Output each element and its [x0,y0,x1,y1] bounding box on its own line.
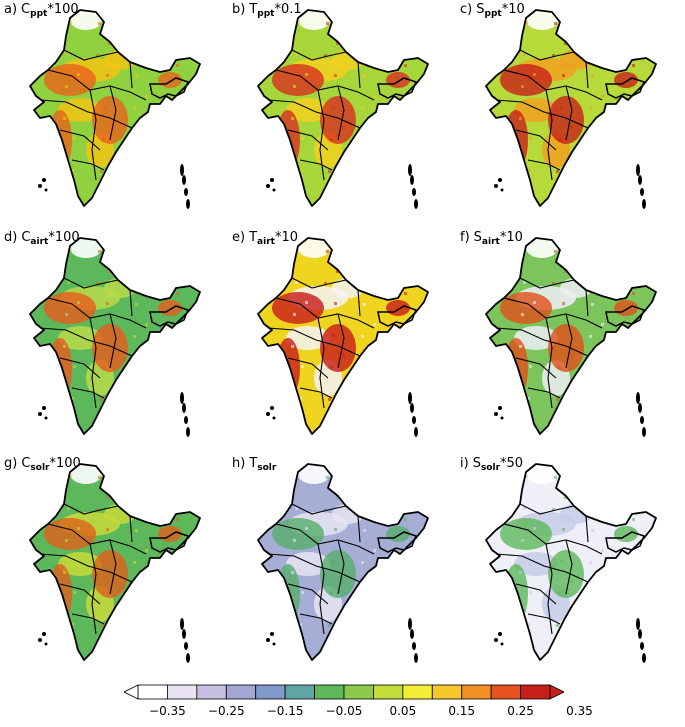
panel-title: e) Tairt*10 [232,230,298,247]
map-panel: e) Tairt*10 [228,228,456,458]
panel-subscript: airt [257,237,275,247]
map-panel: i) Ssolr*50 [456,454,684,684]
map-panel: d) Cairt*100 [0,228,228,458]
map-panel: h) Tsolr [228,454,456,684]
map-panel: a) Cppt*100 [0,0,228,230]
panel-variable: S [476,2,485,17]
panel-variable: C [21,230,31,245]
panel-variable: T [249,230,258,245]
panel-letter: c) [460,2,473,17]
colorbar-scale [123,684,565,700]
panel-title: h) Tsolr [232,456,276,473]
colorbar-max-arrow [549,684,565,700]
colorbar-tick-label: −0.15 [266,704,304,718]
panel-variable: C [21,2,31,17]
panel-subscript: airt [481,237,500,247]
india-map [485,9,657,209]
map-panel: b) Tppt*0.1 [228,0,456,230]
colorbar-segment [520,684,551,700]
india-map [485,463,657,663]
panel-subscript: solr [480,463,501,473]
panel-variable: T [249,456,258,471]
colorbar-segment [431,684,463,700]
panel-scale: *100 [48,230,80,245]
india-map [257,9,429,209]
colorbar-segment [373,684,404,700]
panel-scale: *10 [274,230,298,245]
panel-variable: T [249,2,258,17]
panel-subscript: ppt [30,9,48,19]
colorbar-tick-label: −0.25 [207,704,245,718]
colorbar-segment [137,684,168,700]
panel-variable: S [472,456,481,471]
map-panel: g) Csolr*100 [0,454,228,684]
panel-subscript: airt [30,237,49,247]
panel-subscript: solr [257,463,277,473]
panel-variable: C [21,456,31,471]
colorbar-segment [225,684,257,700]
panel-subscript: ppt [257,9,275,19]
colorbar-tick-label: 0.15 [448,704,476,718]
panel-title: f) Sairt*10 [460,230,523,247]
panel-letter: f) [460,230,470,245]
panel-scale: *100 [47,2,79,17]
colorbar-tick-label: 0.35 [566,704,593,718]
india-map [257,463,429,663]
colorbar-tick-label: −0.35 [149,704,186,718]
panel-letter: g) [4,456,18,471]
colorbar-segment [402,684,433,700]
colorbar-segment [255,684,286,700]
panel-subscript: ppt [484,9,502,19]
panel-title: d) Cairt*100 [4,230,80,247]
colorbar-segment [461,684,492,700]
panel-title: c) Sppt*10 [460,2,525,19]
panel-scale: *10 [501,2,525,17]
india-map [29,463,201,663]
colorbar-min-arrow [123,684,139,700]
colorbar-segment [284,684,315,700]
colorbar: −0.35 −0.25 −0.15 −0.05 0.05 0.15 0.25 0.35 [123,682,593,722]
panel-scale: *100 [49,456,81,471]
panel-title: i) Ssolr*50 [460,456,523,473]
panel-title: a) Cppt*100 [4,2,79,19]
panel-letter: a) [4,2,18,17]
panel-letter: e) [232,230,246,245]
colorbar-segment [167,684,198,700]
india-map [485,237,657,437]
panel-scale: *50 [500,456,524,471]
panel-variable: S [473,230,482,245]
india-map [29,9,201,209]
panel-title: g) Csolr*100 [4,456,81,473]
panel-letter: h) [232,456,246,471]
panel-letter: b) [232,2,246,17]
panel-subscript: solr [30,463,50,473]
india-map [257,237,429,437]
colorbar-segment [196,684,227,700]
panel-letter: i) [460,456,469,471]
colorbar-tick-label: −0.05 [325,704,363,718]
india-map [29,237,201,437]
colorbar-segment [314,684,345,700]
panel-title: b) Tppt*0.1 [232,2,302,19]
colorbar-segment [490,684,521,700]
panel-letter: d) [4,230,18,245]
colorbar-tick-label: 0.25 [507,704,534,718]
map-panel: c) Sppt*10 [456,0,684,230]
map-panel: f) Sairt*10 [456,228,684,458]
panel-scale: *0.1 [274,2,302,17]
colorbar-segment [343,684,374,700]
panel-scale: *10 [499,230,523,245]
colorbar-tick-label: 0.05 [389,704,417,718]
